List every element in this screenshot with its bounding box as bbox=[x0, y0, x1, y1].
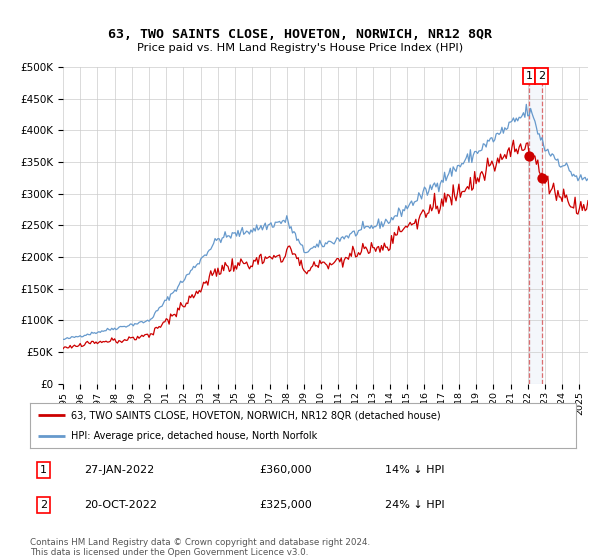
Text: £360,000: £360,000 bbox=[259, 465, 312, 475]
Text: 2: 2 bbox=[40, 500, 47, 510]
Text: 14% ↓ HPI: 14% ↓ HPI bbox=[385, 465, 445, 475]
Text: HPI: Average price, detached house, North Norfolk: HPI: Average price, detached house, Nort… bbox=[71, 431, 317, 441]
Text: 20-OCT-2022: 20-OCT-2022 bbox=[85, 500, 158, 510]
Bar bbox=[529, 67, 542, 384]
Text: 63, TWO SAINTS CLOSE, HOVETON, NORWICH, NR12 8QR (detached house): 63, TWO SAINTS CLOSE, HOVETON, NORWICH, … bbox=[71, 410, 440, 421]
Text: 1: 1 bbox=[40, 465, 47, 475]
Text: Contains HM Land Registry data © Crown copyright and database right 2024.
This d: Contains HM Land Registry data © Crown c… bbox=[30, 538, 370, 557]
Text: 27-JAN-2022: 27-JAN-2022 bbox=[85, 465, 155, 475]
Text: 1: 1 bbox=[526, 71, 533, 81]
Text: Price paid vs. HM Land Registry's House Price Index (HPI): Price paid vs. HM Land Registry's House … bbox=[137, 43, 463, 53]
Text: 2: 2 bbox=[538, 71, 545, 81]
Point bbox=[524, 151, 534, 160]
Point bbox=[537, 174, 547, 183]
Text: 63, TWO SAINTS CLOSE, HOVETON, NORWICH, NR12 8QR: 63, TWO SAINTS CLOSE, HOVETON, NORWICH, … bbox=[108, 28, 492, 41]
Text: 24% ↓ HPI: 24% ↓ HPI bbox=[385, 500, 445, 510]
Text: £325,000: £325,000 bbox=[259, 500, 312, 510]
